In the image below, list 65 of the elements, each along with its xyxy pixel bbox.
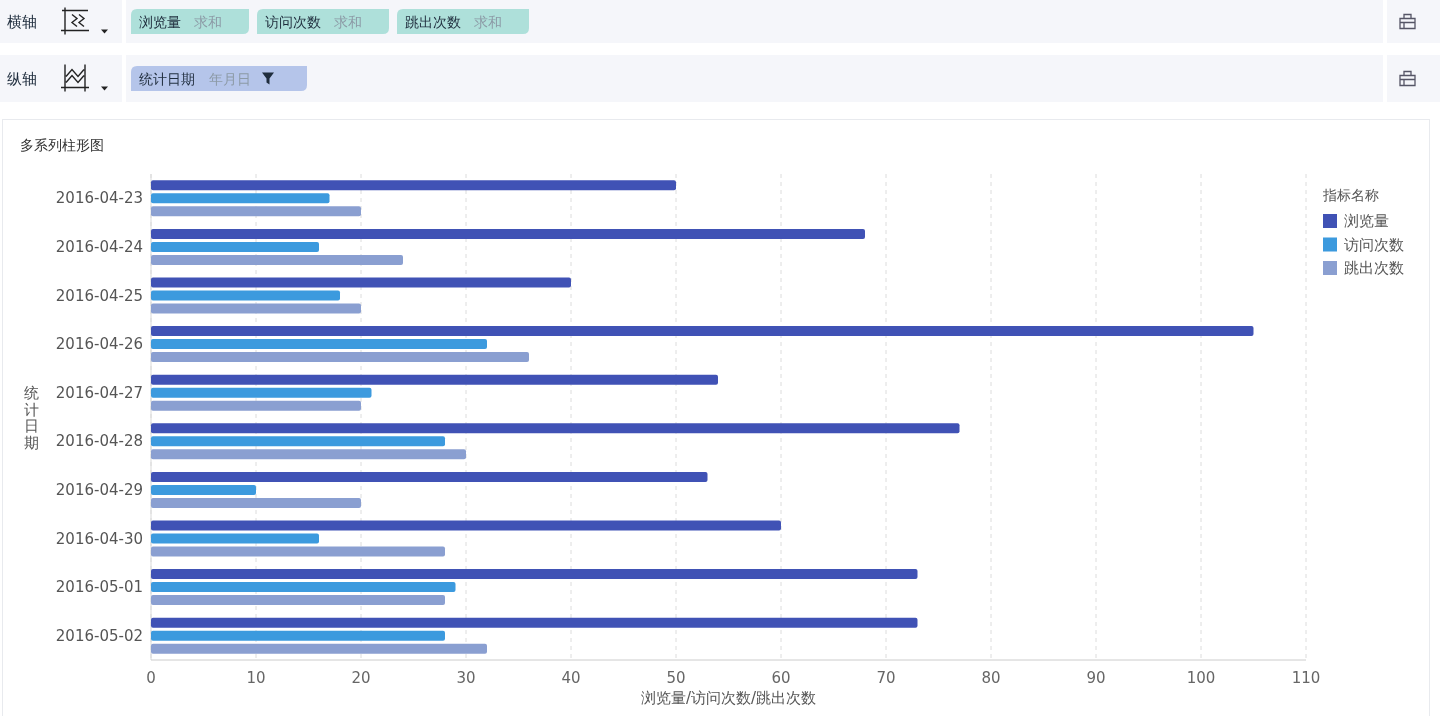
x-tick-label: 50 [666, 669, 686, 687]
bar [151, 400, 361, 411]
x-tick-label: 40 [561, 669, 581, 687]
bar [151, 326, 1254, 337]
x-tick-label: 90 [1086, 669, 1106, 687]
bar [151, 206, 361, 217]
field-tag: 统计日期 年月日 [131, 66, 307, 91]
bar [151, 277, 571, 288]
bar [151, 569, 918, 580]
x-axis-title: 浏览量/访问次数/跳出次数 [640, 689, 817, 707]
field-tag: 跳出次数 求和 [397, 9, 529, 34]
bar [151, 352, 529, 363]
y-tick-label: 2016-04-27 [55, 383, 143, 402]
x-tick-label: 10 [246, 669, 266, 687]
bar [151, 449, 466, 460]
bar [151, 241, 319, 252]
chart-title: 多系列柱形图 [20, 137, 104, 153]
text: 横轴 [7, 12, 37, 31]
x-tick-label: 70 [876, 669, 896, 687]
bar [151, 254, 403, 265]
bar [151, 582, 456, 593]
bar [151, 484, 256, 495]
bar [151, 595, 445, 606]
bar [151, 303, 361, 314]
bar [151, 423, 960, 434]
x-tick-label: 100 [1186, 669, 1216, 687]
field-tag: 浏览量 求和 [131, 9, 249, 34]
legend-title: 指标名称 [1322, 187, 1379, 203]
y-tick-label: 2016-04-23 [55, 189, 143, 208]
bar [151, 387, 372, 398]
bar [151, 497, 361, 508]
y-axis-title: 统计日期 [23, 384, 40, 452]
bar [151, 180, 676, 191]
x-tick-label: 110 [1291, 669, 1321, 687]
bar [151, 617, 918, 628]
legend-label: 访问次数 [1344, 235, 1404, 254]
y-tick-label: 2016-04-28 [55, 432, 143, 451]
x-tick-label: 60 [771, 669, 791, 687]
y-tick-label: 2016-05-01 [55, 578, 143, 597]
bar [151, 630, 445, 641]
x-tick-label: 20 [351, 669, 371, 687]
x-tick-label: 30 [456, 669, 476, 687]
bar [151, 533, 319, 544]
bar [151, 193, 330, 204]
text: 纵轴 [7, 69, 37, 88]
x-tick-label: 80 [981, 669, 1001, 687]
y-tick-label: 2016-04-25 [55, 286, 143, 305]
bar [151, 643, 487, 654]
y-tick-label: 2016-04-30 [55, 529, 143, 548]
y-tick-label: 2016-04-29 [55, 480, 143, 499]
y-tick-label: 2016-04-26 [55, 335, 143, 354]
field-tag: 访问次数 求和 [257, 9, 389, 34]
y-tick-label: 2016-04-24 [55, 237, 143, 256]
y-tick-label: 2016-05-02 [55, 626, 143, 645]
bar [151, 290, 340, 301]
bar [151, 471, 708, 482]
legend-label: 跳出次数 [1344, 259, 1404, 277]
bar [151, 374, 718, 385]
bar [151, 546, 445, 557]
bar [151, 436, 445, 447]
bar [151, 520, 781, 531]
legend-label: 浏览量 [1344, 212, 1389, 230]
bar [151, 228, 865, 239]
bar [151, 339, 487, 350]
x-tick-label: 0 [146, 669, 156, 687]
